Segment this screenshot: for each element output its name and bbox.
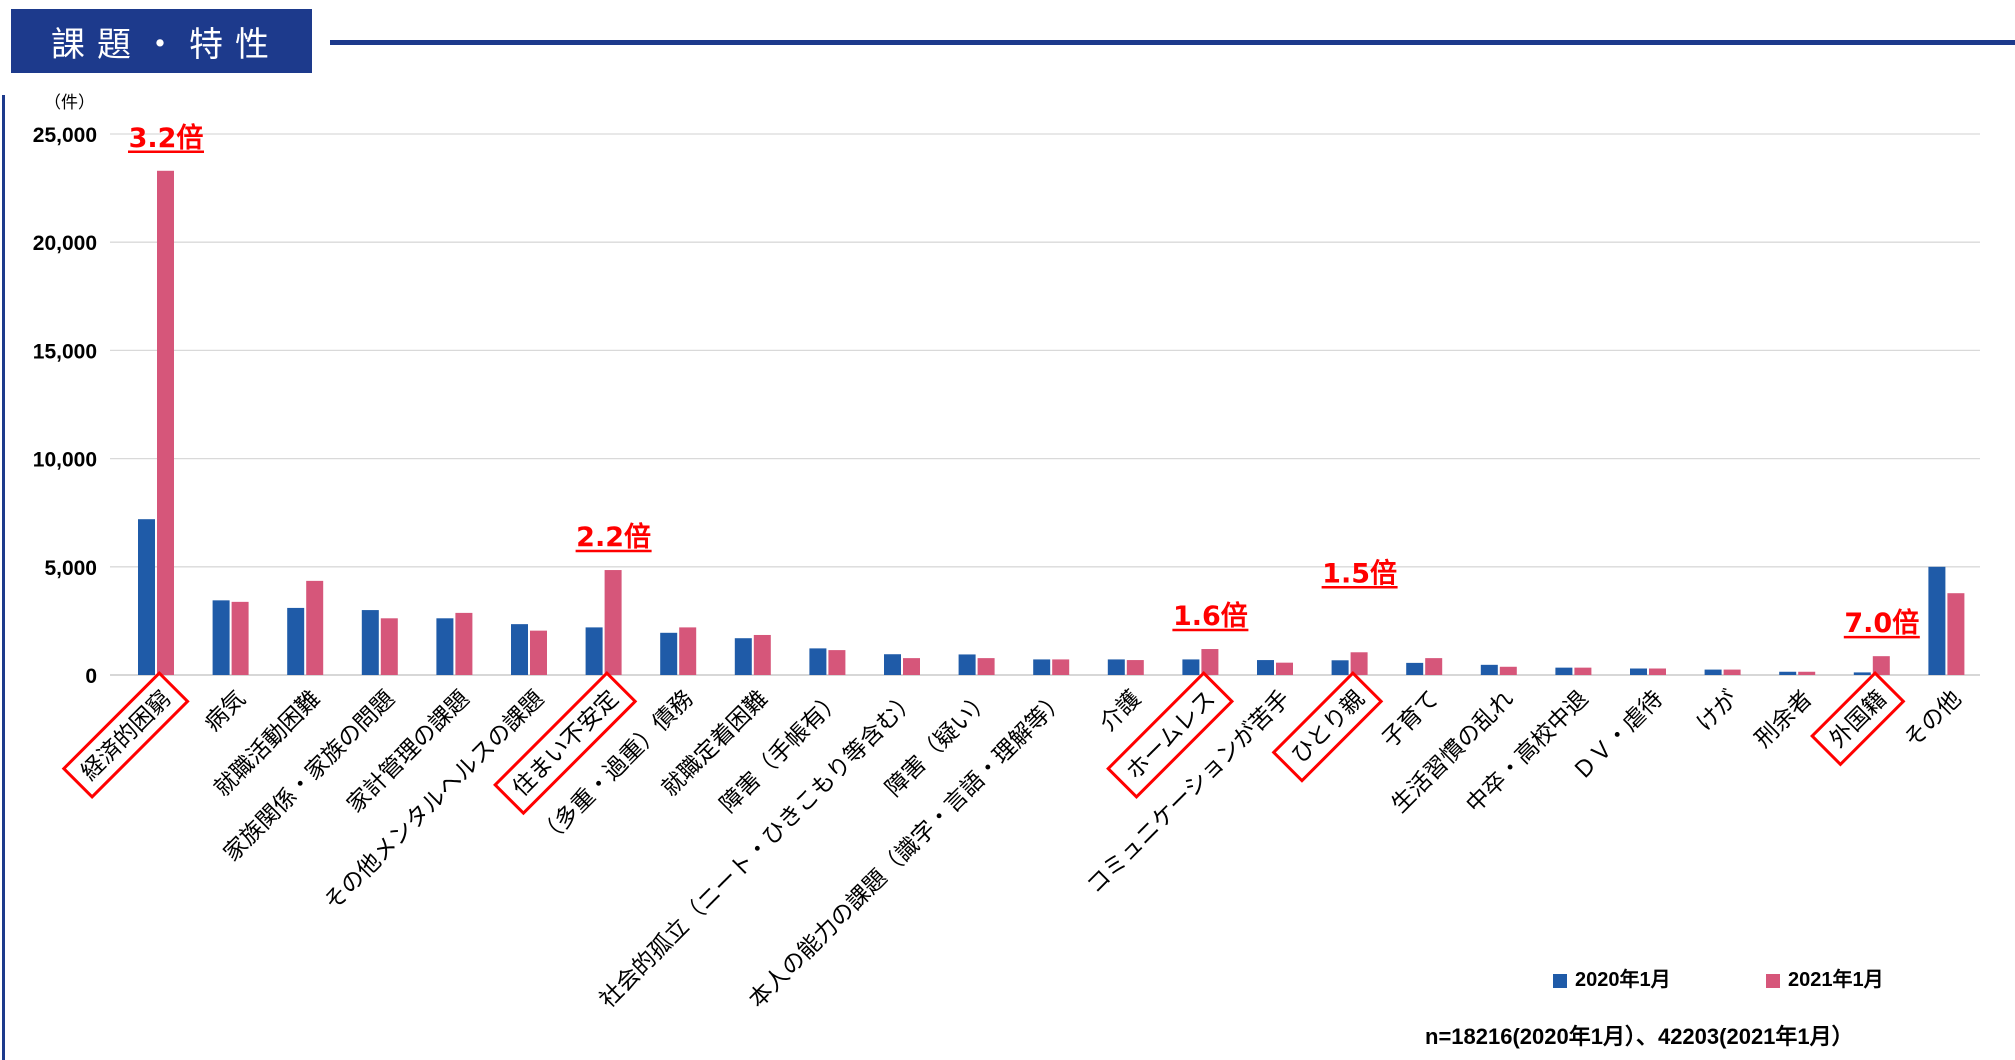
gridlines [110,133,1980,676]
bar-2020 [1704,669,1722,675]
bar-2021 [1649,668,1666,675]
bar-2021 [1350,652,1368,675]
x-tick-label: 経済的困窮 [77,686,177,786]
bar-2020 [287,607,305,675]
bar-2020 [1630,668,1647,675]
bar-2020 [1406,662,1424,675]
y-tick-label: 25,000 [33,124,97,147]
bar-2021 [1574,667,1592,675]
y-axis: （件） 0 5,000 10,000 15,000 20,000 25,000 [33,93,97,688]
bar-2020 [958,654,976,675]
x-tick-label: 外国籍 [1825,686,1892,753]
ratio-annotation: 1.6倍 [1173,600,1248,632]
bar-2021 [679,627,697,675]
y-axis-unit-label: （件） [44,93,95,113]
x-tick-label: 介護 [1095,686,1146,737]
legend-label-2021: 2021年1月 [1788,967,1884,991]
x-tick-label: 刑余者 [1750,686,1817,753]
bar-2021 [977,658,995,675]
bar-2020 [809,648,827,675]
bar-2020 [734,638,752,675]
bar-2020 [1257,660,1274,675]
x-axis-labels: 経済的困窮 病気就職活動困難家族関係・家族の問題家計管理の課題その他メンタルヘルス… [61,671,1967,1013]
bar-2020 [212,600,230,675]
bar-2021 [231,601,249,675]
bar-2020 [1555,667,1573,675]
bar-2020 [1928,566,1946,675]
bar-2021 [828,650,846,675]
title-divider [330,40,2015,45]
bar-2020 [511,624,528,675]
bar-2021 [530,630,547,675]
y-tick-label: 5,000 [44,557,97,580]
legend-label-2020: 2020年1月 [1575,967,1671,991]
x-tick-label: 子育て [1377,686,1444,753]
bar-2021 [1201,649,1219,675]
bar-2021 [1499,666,1517,675]
highlight-box [493,671,638,816]
bar-2021 [1723,669,1741,675]
bar-2020 [884,654,901,675]
bar-2021 [903,658,920,675]
bar-2021 [753,634,771,675]
bar-2021 [1276,662,1293,675]
bar-2020 [585,627,603,675]
bar-2021 [1126,660,1144,675]
bars [138,170,1965,675]
x-tick-label: けが [1692,686,1743,737]
legend-swatch-2020 [1553,974,1567,988]
highlight-box [1810,671,1906,767]
bar-2021 [1425,658,1443,675]
bar-2021 [1052,659,1070,675]
x-tick-label: 病気 [200,686,251,737]
ratio-annotation: 1.5倍 [1322,557,1397,589]
bar-2020 [138,519,155,675]
section-title: 課題・特性 [11,9,312,73]
bar-2020 [660,632,678,675]
bar-2020 [1853,672,1871,675]
y-tick-label: 15,000 [33,340,97,363]
section-title-text: 課題・特性 [51,24,281,65]
bar-2020 [1033,659,1051,675]
bar-2020 [1779,671,1797,675]
highlight-box [61,671,190,799]
bar-2021 [306,580,324,675]
ratio-annotation: 3.2倍 [129,122,204,154]
sample-size-note: n=18216(2020年1月）、42203(2021年1月） [1425,1024,1854,1049]
bar-2020 [1480,664,1498,675]
bar-2020 [1182,659,1200,675]
bar-2021 [1798,671,1816,675]
bar-2021 [1872,656,1890,675]
bar-2020 [1331,660,1349,675]
bar-2021 [157,170,174,675]
y-tick-label: 0 [85,665,97,688]
y-tick-label: 10,000 [33,449,97,472]
bar-2021 [380,618,398,675]
bar-2021 [1947,593,1965,675]
highlight-box [1271,671,1384,783]
legend-swatch-2021 [1766,974,1780,988]
bar-2020 [436,618,454,675]
y-tick-label: 20,000 [33,232,97,255]
left-border [2,95,5,1060]
bar-2021 [604,570,622,675]
legend: 2020年1月 2021年1月 [1553,967,1884,991]
highlight-box [1106,671,1235,799]
bar-2021 [455,612,473,675]
bar-2020 [1107,659,1125,675]
annotations: 3.2倍 2.2倍 1.6倍 1.5倍 7.0倍 [128,122,1920,639]
x-tick-label: その他 [1899,686,1966,753]
ratio-annotation: 7.0倍 [1844,607,1919,639]
ratio-annotation: 2.2倍 [576,521,651,553]
bar-2020 [361,610,379,675]
